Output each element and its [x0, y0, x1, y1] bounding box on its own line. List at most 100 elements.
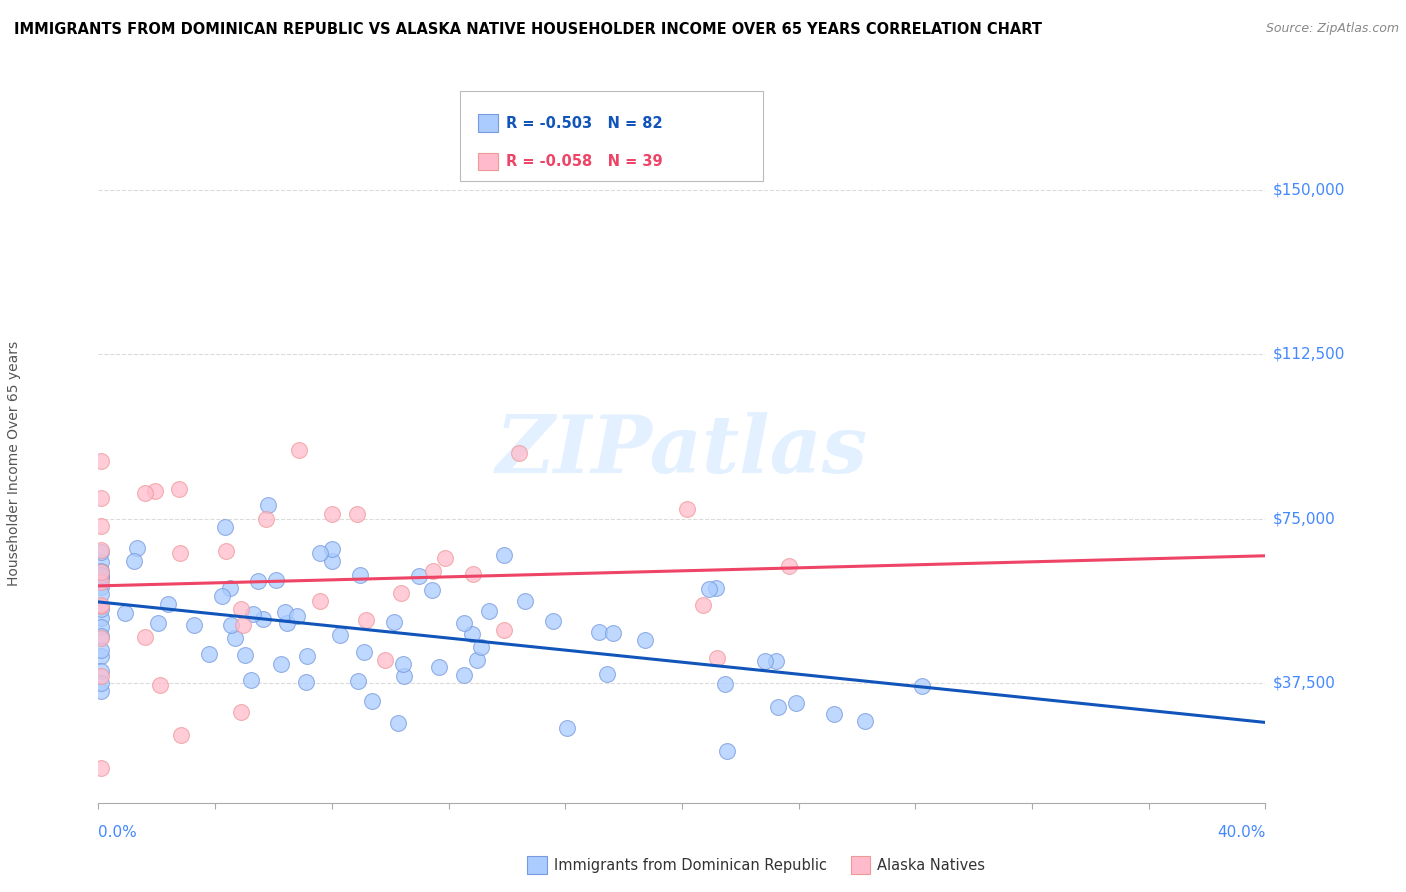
Point: [90, 555, 112, 569]
Point: [321, 508, 343, 522]
Text: $150,000: $150,000: [1272, 183, 1344, 198]
Point: [90, 587, 112, 601]
Point: [232, 617, 254, 632]
Point: [692, 598, 714, 612]
Point: [288, 443, 311, 458]
Text: $112,500: $112,500: [1272, 347, 1344, 362]
Point: [231, 602, 253, 616]
Point: [285, 608, 308, 623]
Point: [634, 633, 657, 648]
Point: [478, 604, 501, 618]
Point: [716, 744, 738, 758]
Point: [276, 615, 298, 630]
Point: [470, 640, 492, 655]
Point: [246, 574, 269, 588]
Point: [453, 667, 475, 681]
Point: [461, 566, 484, 581]
Point: [596, 667, 619, 681]
Point: [387, 716, 409, 731]
Point: [706, 651, 728, 665]
Text: Immigrants from Dominican Republic: Immigrants from Dominican Republic: [554, 858, 827, 872]
Point: [170, 728, 193, 742]
Point: [183, 617, 205, 632]
Point: [321, 542, 343, 557]
Point: [224, 632, 246, 646]
Point: [513, 594, 536, 608]
Point: [346, 507, 368, 521]
Point: [219, 581, 242, 595]
Point: [264, 573, 287, 587]
Point: [699, 582, 721, 596]
Point: [90, 581, 112, 595]
Point: [347, 673, 370, 688]
Point: [90, 599, 112, 613]
Point: [422, 564, 444, 578]
Point: [349, 567, 371, 582]
Point: [90, 543, 112, 558]
Point: [588, 624, 610, 639]
Point: [90, 519, 112, 533]
Point: [778, 558, 800, 573]
Point: [90, 570, 112, 584]
Point: [392, 669, 415, 683]
Point: [427, 660, 450, 674]
Point: [541, 615, 564, 629]
Point: [254, 512, 277, 526]
Point: [90, 599, 112, 614]
Point: [823, 707, 845, 722]
Point: [242, 607, 264, 621]
Point: [676, 502, 699, 516]
Point: [602, 625, 624, 640]
Point: [309, 594, 332, 608]
Text: IMMIGRANTS FROM DOMINICAN REPUBLIC VS ALASKA NATIVE HOUSEHOLDER INCOME OVER 65 Y: IMMIGRANTS FROM DOMINICAN REPUBLIC VS AL…: [14, 22, 1042, 37]
Point: [785, 696, 807, 710]
Text: R = -0.503   N = 82: R = -0.503 N = 82: [506, 116, 662, 131]
Text: Source: ZipAtlas.com: Source: ZipAtlas.com: [1265, 22, 1399, 36]
Point: [329, 628, 352, 642]
Point: [90, 565, 112, 579]
Point: [143, 483, 166, 498]
Point: [134, 630, 156, 644]
Point: [90, 620, 112, 634]
Text: 0.0%: 0.0%: [98, 825, 138, 840]
Point: [90, 648, 112, 663]
Point: [295, 649, 318, 664]
Point: [90, 664, 112, 678]
Point: [492, 548, 515, 562]
Point: [408, 569, 430, 583]
Point: [252, 611, 274, 625]
Point: [765, 654, 787, 668]
Point: [211, 589, 233, 603]
Point: [90, 602, 112, 616]
Point: [309, 546, 332, 560]
Point: [125, 541, 148, 555]
Point: [90, 669, 112, 683]
Point: [239, 673, 262, 687]
Point: [434, 551, 457, 566]
Point: [114, 606, 136, 620]
Point: [508, 446, 530, 460]
Point: [389, 586, 412, 600]
Point: [169, 482, 191, 496]
Point: [90, 629, 112, 643]
Point: [231, 705, 253, 719]
Point: [555, 721, 578, 735]
Point: [219, 618, 242, 632]
Point: [156, 597, 179, 611]
Point: [122, 554, 145, 568]
Point: [90, 575, 112, 590]
Text: R = -0.058   N = 39: R = -0.058 N = 39: [506, 154, 662, 169]
Point: [257, 499, 280, 513]
Point: [90, 545, 112, 559]
Text: Householder Income Over 65 years: Householder Income Over 65 years: [7, 342, 21, 586]
Point: [90, 643, 112, 657]
Point: [146, 616, 169, 631]
Text: ZIPatlas: ZIPatlas: [496, 411, 868, 489]
Point: [90, 570, 112, 584]
Point: [704, 581, 727, 595]
Point: [270, 657, 292, 671]
Point: [149, 678, 172, 692]
Point: [90, 761, 112, 775]
Point: [853, 714, 876, 728]
Point: [294, 675, 316, 690]
